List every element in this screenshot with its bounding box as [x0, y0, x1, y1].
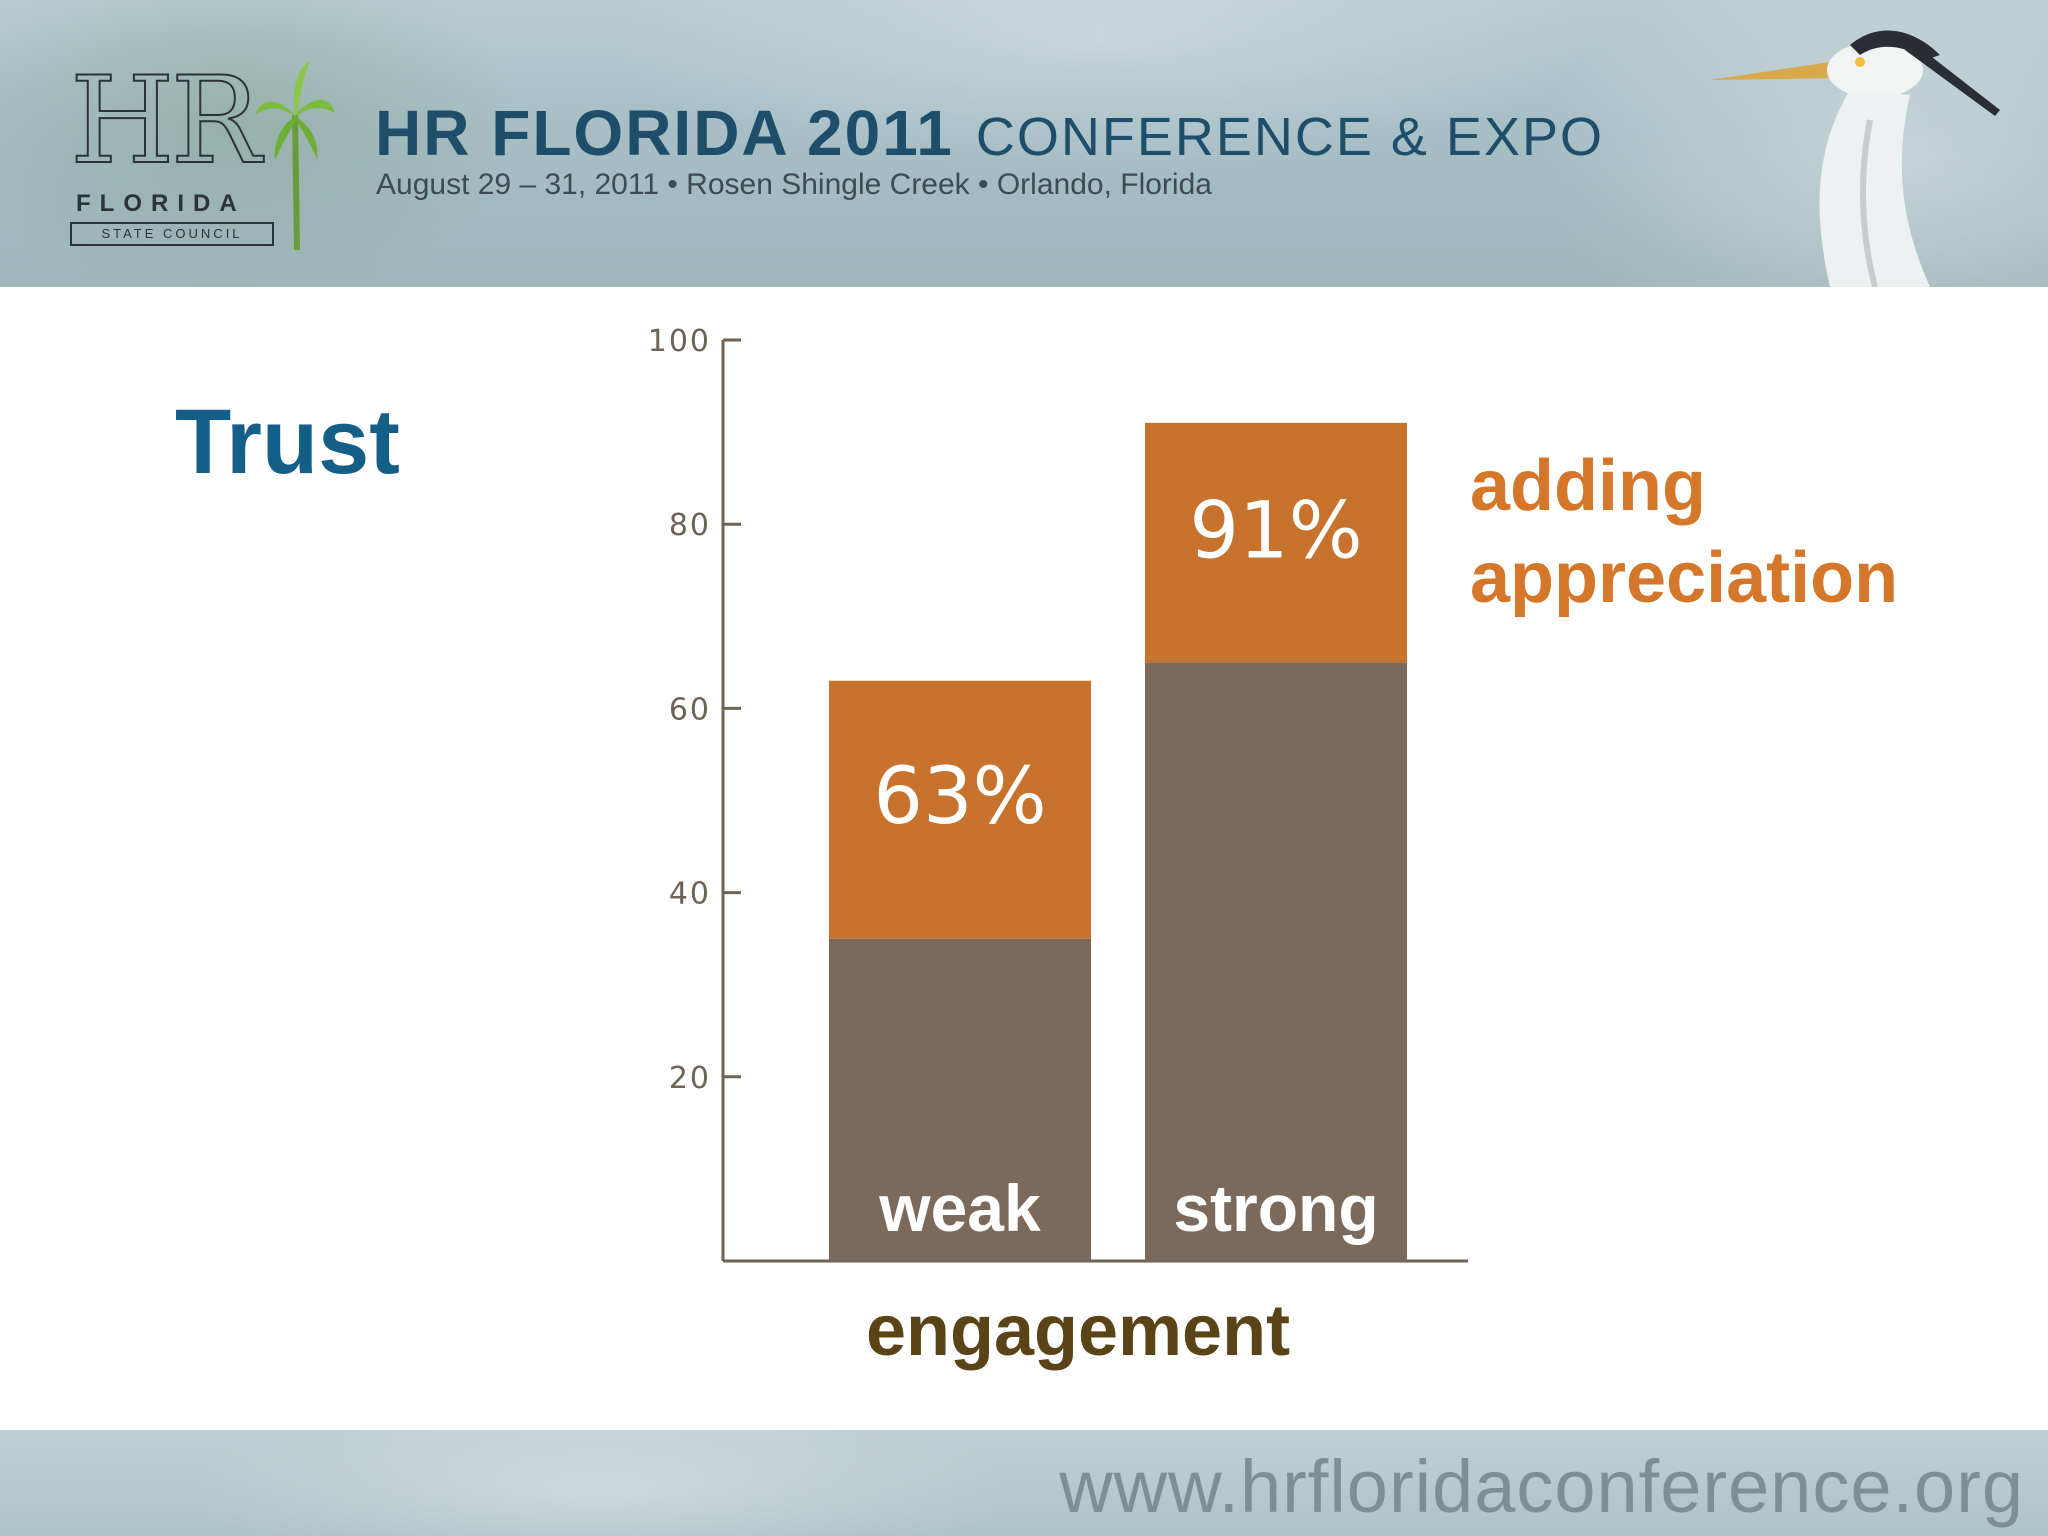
- bar-added-weak: [829, 680, 1091, 939]
- conference-title: HR FLORIDA 2011 CONFERENCE & EXPO: [375, 98, 1604, 172]
- y-tick-label: 40: [669, 877, 711, 912]
- bar-base-weak: [829, 938, 1091, 1261]
- footer-background: [0, 1430, 2048, 1536]
- banner-background: [0, 0, 2048, 287]
- conference-title-light: CONFERENCE & EXPO: [975, 107, 1604, 167]
- y-tick-label: 20: [669, 1061, 711, 1096]
- conference-title-strong: HR FLORIDA 2011: [375, 97, 954, 169]
- heron-image: [1710, 30, 2000, 287]
- bar-added-strong: [1145, 422, 1407, 663]
- logo-letters: HR: [69, 52, 262, 191]
- logo-name: FLORIDA: [76, 190, 246, 217]
- category-label: weak: [878, 1171, 1041, 1245]
- y-tick-label: 100: [648, 324, 711, 359]
- x-axis-title-wrap: engagement: [0, 1290, 2048, 1372]
- x-axis-title: engagement: [865, 1291, 1291, 1371]
- annotation-line-1: adding: [1470, 446, 1706, 526]
- footer-band: www.hrfloridaconference.org: [0, 1430, 2048, 1536]
- bar-total-label: 63%: [873, 752, 1046, 842]
- y-tick-label: 60: [669, 692, 711, 727]
- hr-florida-logo: HR FLORIDA STATE COUNCIL: [69, 52, 320, 252]
- header-banner: HR FLORIDA STATE COUNCIL HR FLORIDA 2011…: [0, 0, 2048, 287]
- bar-total-label: 91%: [1189, 486, 1362, 576]
- footer-url: www.hrfloridaconference.org: [1059, 1445, 2024, 1528]
- logo-subtitle: STATE COUNCIL: [70, 222, 274, 246]
- conference-subtitle: August 29 – 31, 2011 • Rosen Shingle Cre…: [376, 168, 1212, 201]
- palm-tree-icon: [255, 60, 335, 251]
- annotation-line-2: appreciation: [1470, 538, 1899, 618]
- series-annotation: adding appreciation: [1470, 440, 1898, 624]
- slide-heading: Trust: [175, 391, 400, 493]
- category-label: strong: [1173, 1171, 1378, 1245]
- bar-base-strong: [1145, 662, 1407, 1261]
- y-tick-label: 80: [669, 508, 711, 543]
